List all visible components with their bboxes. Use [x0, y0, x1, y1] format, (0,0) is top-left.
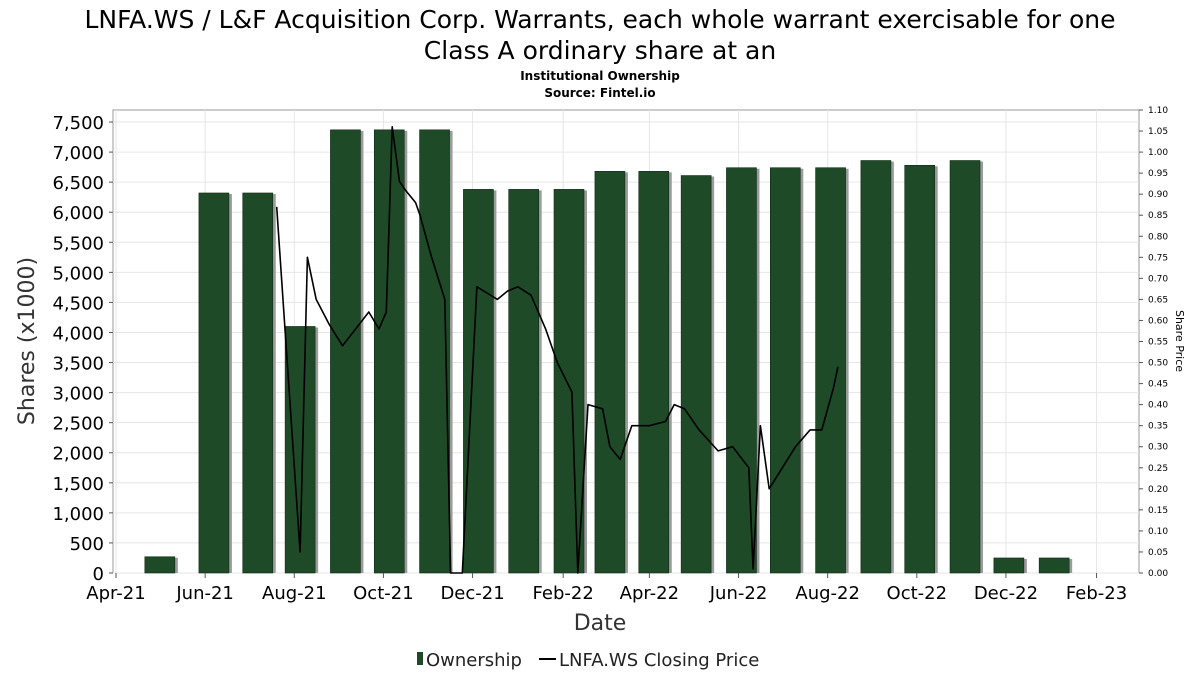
chart-title-line1: LNFA.WS / L&F Acquisition Corp. Warrants… [84, 5, 1115, 34]
y2-tick-label: 1.10 [1148, 106, 1168, 116]
y-tick-label: 4,500 [52, 293, 104, 314]
ownership-bars [144, 129, 1073, 574]
ownership-bar [815, 167, 846, 574]
ownership-bar [1038, 557, 1070, 574]
ownership-bar [463, 189, 494, 574]
ownership-bar [198, 192, 230, 574]
right-y-axis: 0.00 0.05 0.10 0.15 0.20 0.25 0.30 0.35 0.40 0.45… [1139, 106, 1168, 579]
ownership-bar [904, 165, 936, 574]
y2-tick-label: 1.05 [1148, 127, 1168, 137]
y2-tick-label: 0.30 [1148, 443, 1168, 453]
y2-tick-label: 0.15 [1148, 506, 1168, 516]
x-tick-label: Dec-22 [974, 583, 1038, 604]
y2-tick-label: 0.35 [1148, 422, 1168, 432]
x-tick-label: Jun-21 [175, 583, 234, 604]
y-tick-label: 1,000 [52, 504, 104, 525]
ownership-bar [508, 189, 540, 574]
ownership-bar [949, 160, 981, 574]
y-tick-label: 1,500 [52, 474, 104, 495]
x-tick-label: Oct-22 [887, 583, 948, 604]
chart-legend: Ownership LNFA.WS Closing Price [417, 650, 759, 671]
chart-title-group: LNFA.WS / L&F Acquisition Corp. Warrants… [84, 5, 1115, 100]
x-tick-label: Feb-22 [533, 583, 594, 604]
y2-tick-label: 0.25 [1148, 464, 1168, 474]
y2-tick-label: 0.65 [1148, 295, 1168, 305]
y-tick-label: 3,000 [52, 384, 104, 405]
y2-tick-label: 0.20 [1148, 485, 1168, 495]
x-tick-label: Feb-23 [1066, 583, 1127, 604]
y2-tick-label: 1.00 [1148, 148, 1168, 158]
y2-tick-label: 0.60 [1148, 316, 1168, 326]
x-tick-label: Apr-21 [86, 583, 145, 604]
ownership-bar [330, 129, 361, 574]
y2-tick-label: 0.95 [1148, 169, 1168, 179]
y-tick-label: 5,500 [52, 233, 104, 254]
ownership-bar [993, 557, 1025, 574]
y2-tick-label: 0.70 [1148, 274, 1168, 284]
y2-tick-label: 0.50 [1148, 359, 1168, 369]
y2-tick-label: 0.40 [1148, 401, 1168, 411]
ownership-bar [680, 175, 712, 574]
y-tick-label: 7,500 [52, 113, 104, 134]
y-tick-label: 6,500 [52, 173, 104, 194]
chart-source: Source: Fintel.io [544, 86, 655, 100]
left-y-axis: 0 500 1,000 1,500 2,000 2,500 3,000 3,500 4,000 4… [52, 113, 113, 585]
y2-tick-label: 0.75 [1148, 253, 1168, 263]
y-tick-label: 0 [93, 564, 104, 585]
x-axis: Apr-21 Jun-21 Aug-21 Oct-21 Dec-21 Feb-22 Apr-… [86, 573, 1127, 604]
y-axis-title: Shares (x1000) [15, 257, 40, 425]
x-axis-title: Date [574, 611, 627, 636]
price-line-layer [275, 126, 839, 574]
y-tick-label: 4,000 [52, 323, 104, 344]
x-tick-label: Oct-21 [353, 583, 414, 604]
ownership-bar [144, 556, 176, 574]
legend-ownership-swatch [417, 652, 423, 665]
ownership-bar [242, 192, 274, 574]
legend-ownership-label: Ownership [426, 650, 522, 671]
y-tick-label: 500 [70, 534, 104, 555]
chart-subtitle: Institutional Ownership [520, 69, 680, 83]
y-tick-label: 2,000 [52, 444, 104, 465]
y-tick-label: 2,500 [52, 414, 104, 435]
y-tick-label: 6,000 [52, 203, 104, 224]
ownership-bar [638, 171, 670, 574]
x-tick-label: Apr-22 [620, 583, 679, 604]
ownership-bar [419, 129, 450, 574]
y2-tick-label: 0.10 [1148, 527, 1168, 537]
y2-tick-label: 0.45 [1148, 380, 1168, 390]
ownership-bar [594, 171, 626, 574]
y-tick-label: 5,000 [52, 263, 104, 284]
y2-tick-label: 0.90 [1148, 190, 1168, 200]
y2-tick-label: 0.05 [1148, 548, 1168, 558]
legend-price-label: LNFA.WS Closing Price [559, 650, 759, 671]
y2-axis-title: Share Price [1173, 310, 1186, 372]
y2-tick-label: 0.55 [1148, 338, 1168, 348]
y-tick-label: 3,500 [52, 354, 104, 375]
x-tick-label: Aug-22 [795, 583, 860, 604]
y-tick-label: 7,000 [52, 143, 104, 164]
ownership-bar [769, 167, 801, 574]
chart-title-line2: Class A ordinary share at an [424, 36, 776, 65]
y2-tick-label: 0.80 [1148, 232, 1168, 242]
price-line [275, 126, 839, 574]
x-tick-label: Dec-21 [440, 583, 504, 604]
ownership-bar [553, 189, 585, 574]
x-tick-label: Jun-22 [709, 583, 768, 604]
y2-tick-label: 0.00 [1148, 569, 1168, 579]
ownership-bar [726, 167, 757, 574]
ownership-bar [860, 160, 892, 574]
y2-tick-label: 0.85 [1148, 211, 1168, 221]
x-tick-label: Aug-21 [262, 583, 327, 604]
